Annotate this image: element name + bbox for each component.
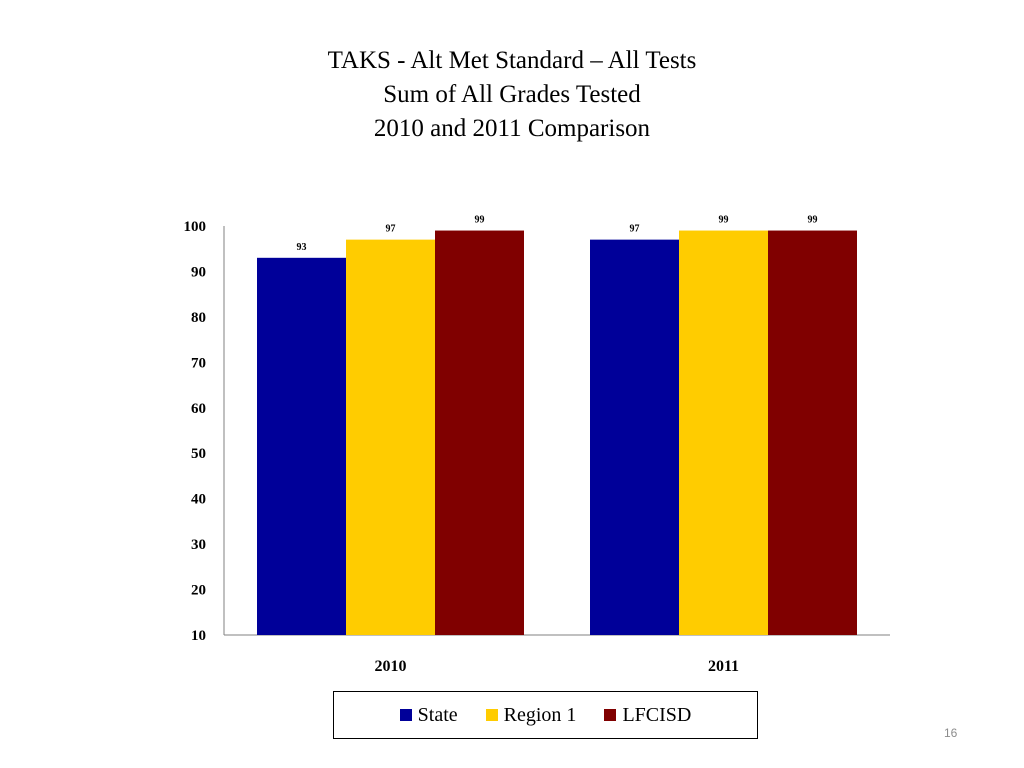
- y-tick-label: 10: [191, 628, 206, 644]
- chart-legend: State Region 1 LFCISD: [333, 691, 758, 739]
- bar: [346, 239, 435, 635]
- y-tick-label: 90: [191, 264, 206, 280]
- y-tick-label: 80: [191, 310, 206, 326]
- legend-swatch-state: [399, 709, 412, 721]
- data-label: 97: [386, 224, 396, 235]
- x-category-label: 2010: [375, 658, 407, 675]
- chart-title: TAKS - Alt Met Standard – All Tests: [327, 47, 697, 74]
- chart-title-block: TAKS - Alt Met Standard – All Tests Sum …: [0, 44, 1024, 146]
- data-label: 93: [297, 242, 307, 253]
- legend-label-region-1: Region 1: [503, 703, 577, 726]
- x-category-label: 2011: [708, 658, 739, 675]
- legend-item-region-1: Region 1: [485, 703, 577, 727]
- bar: [257, 257, 346, 635]
- legend-swatch-lfcisd: [604, 709, 617, 721]
- y-tick-label: 60: [191, 401, 206, 417]
- legend-swatch-region-1: [485, 709, 498, 721]
- legend-item-lfcisd: LFCISD: [604, 704, 691, 727]
- legend-label-state: State: [417, 703, 458, 726]
- bar: [768, 230, 857, 636]
- bar: [435, 230, 524, 636]
- y-tick-label: 70: [191, 355, 206, 371]
- chart-subtitle-line-1: Sum of All Grades Tested: [383, 81, 641, 108]
- bar: [590, 239, 679, 635]
- y-tick-label: 40: [191, 492, 206, 508]
- data-label: 99: [719, 215, 729, 226]
- data-label: 97: [630, 224, 640, 235]
- y-tick-label: 50: [191, 446, 206, 462]
- bar: [679, 230, 768, 636]
- y-tick-label: 100: [184, 219, 207, 235]
- y-tick-label: 20: [191, 583, 206, 599]
- legend-label-lfcisd: LFCISD: [622, 703, 692, 726]
- data-label: 99: [808, 215, 818, 226]
- chart-subtitle-line-2: 2010 and 2011 Comparison: [373, 115, 651, 142]
- data-label: 99: [475, 215, 485, 226]
- page-number: 16: [944, 726, 958, 740]
- y-tick-label: 30: [191, 537, 206, 553]
- legend-item-state: State: [399, 703, 458, 727]
